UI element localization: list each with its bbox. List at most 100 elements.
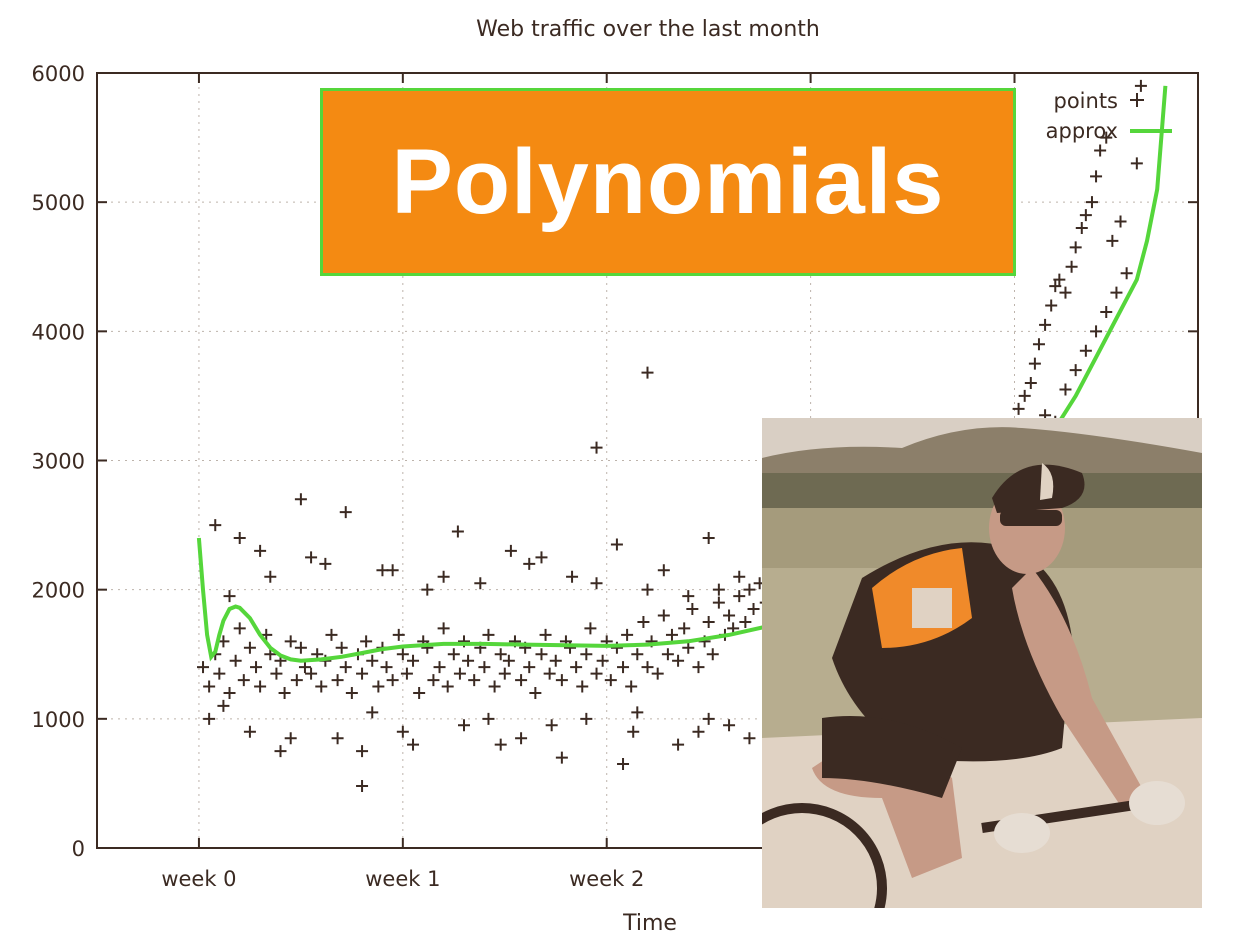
y-tick-label: 1000 — [32, 708, 85, 732]
data-point — [1032, 338, 1045, 351]
data-point — [641, 661, 654, 674]
data-point — [217, 699, 230, 712]
data-point — [678, 622, 691, 635]
data-point — [366, 706, 379, 719]
data-point — [515, 732, 528, 745]
data-point — [315, 680, 328, 693]
data-point — [356, 667, 369, 680]
data-point — [712, 596, 725, 609]
data-point — [523, 557, 536, 570]
y-tick-label: 5000 — [32, 191, 85, 215]
data-point — [396, 725, 409, 738]
chart-title: Web traffic over the last month — [476, 17, 820, 42]
banner-text: Polynomials — [391, 130, 945, 233]
data-point — [549, 654, 562, 667]
data-point — [1059, 286, 1072, 299]
data-point — [290, 674, 303, 687]
data-point-outlier — [590, 441, 603, 454]
data-point — [743, 583, 756, 596]
data-point — [743, 732, 756, 745]
x-axis-label: Time — [622, 911, 677, 936]
data-point — [356, 745, 369, 758]
data-point — [254, 680, 267, 693]
data-point — [1079, 209, 1092, 222]
data-point — [453, 667, 466, 680]
data-point — [604, 674, 617, 687]
data-point — [243, 641, 256, 654]
data-point — [1090, 325, 1103, 338]
data-point — [723, 609, 736, 622]
data-point — [203, 680, 216, 693]
data-point — [733, 570, 746, 583]
data-point — [498, 667, 511, 680]
data-point — [413, 687, 426, 699]
data-point — [1018, 389, 1031, 402]
data-point — [229, 654, 242, 667]
data-point — [580, 648, 593, 661]
data-point — [278, 687, 291, 699]
cyclist-shorts — [822, 716, 962, 798]
data-point — [682, 590, 695, 603]
data-point — [584, 622, 597, 635]
data-point — [723, 719, 736, 732]
data-point — [237, 674, 250, 687]
legend-plus — [1130, 93, 1144, 107]
data-point — [712, 583, 725, 596]
data-point — [284, 732, 297, 745]
data-point — [209, 519, 222, 532]
data-point — [482, 712, 495, 725]
data-point — [692, 661, 705, 674]
data-point — [617, 758, 630, 771]
data-point — [610, 538, 623, 551]
data-point — [1100, 305, 1113, 318]
data-point — [1090, 170, 1103, 183]
y-tick-label: 6000 — [32, 62, 85, 86]
data-point — [686, 603, 699, 616]
data-point — [1120, 267, 1133, 280]
data-point — [631, 648, 644, 661]
points-series — [197, 79, 1147, 792]
data-point — [451, 525, 464, 538]
data-point — [421, 583, 434, 596]
data-point — [254, 544, 267, 557]
data-point — [631, 706, 644, 719]
data-point — [325, 628, 338, 641]
data-point-outlier — [356, 780, 369, 792]
data-point — [392, 628, 405, 641]
data-point — [1028, 357, 1041, 370]
helmet — [992, 464, 1085, 513]
data-point — [1065, 260, 1078, 273]
x-tick-label: week 2 — [569, 867, 644, 891]
data-point — [1100, 131, 1113, 144]
data-point — [545, 719, 558, 732]
approx-series-line — [196, 85, 1168, 663]
data-point — [590, 667, 603, 680]
sunglasses — [1000, 510, 1062, 526]
data-point — [706, 648, 719, 661]
y-tick-label: 3000 — [32, 450, 85, 474]
data-point — [502, 654, 515, 667]
data-point — [637, 615, 650, 628]
data-point — [702, 532, 715, 544]
data-point — [1049, 280, 1062, 293]
data-point — [1012, 402, 1025, 415]
data-point — [702, 712, 715, 725]
data-point — [515, 674, 528, 687]
data-point — [331, 732, 344, 745]
data-point — [657, 564, 670, 577]
data-point — [702, 615, 715, 628]
data-point — [529, 687, 542, 699]
data-point — [270, 667, 283, 680]
data-point — [223, 687, 236, 699]
data-point — [380, 661, 393, 674]
data-point — [407, 738, 420, 751]
data-point — [376, 564, 389, 577]
data-point — [474, 577, 487, 590]
legend-marker-points — [1130, 93, 1144, 107]
data-point — [617, 661, 630, 674]
data-point — [1039, 318, 1052, 331]
data-point — [1106, 234, 1119, 247]
data-point — [478, 661, 491, 674]
data-point — [1059, 383, 1072, 396]
